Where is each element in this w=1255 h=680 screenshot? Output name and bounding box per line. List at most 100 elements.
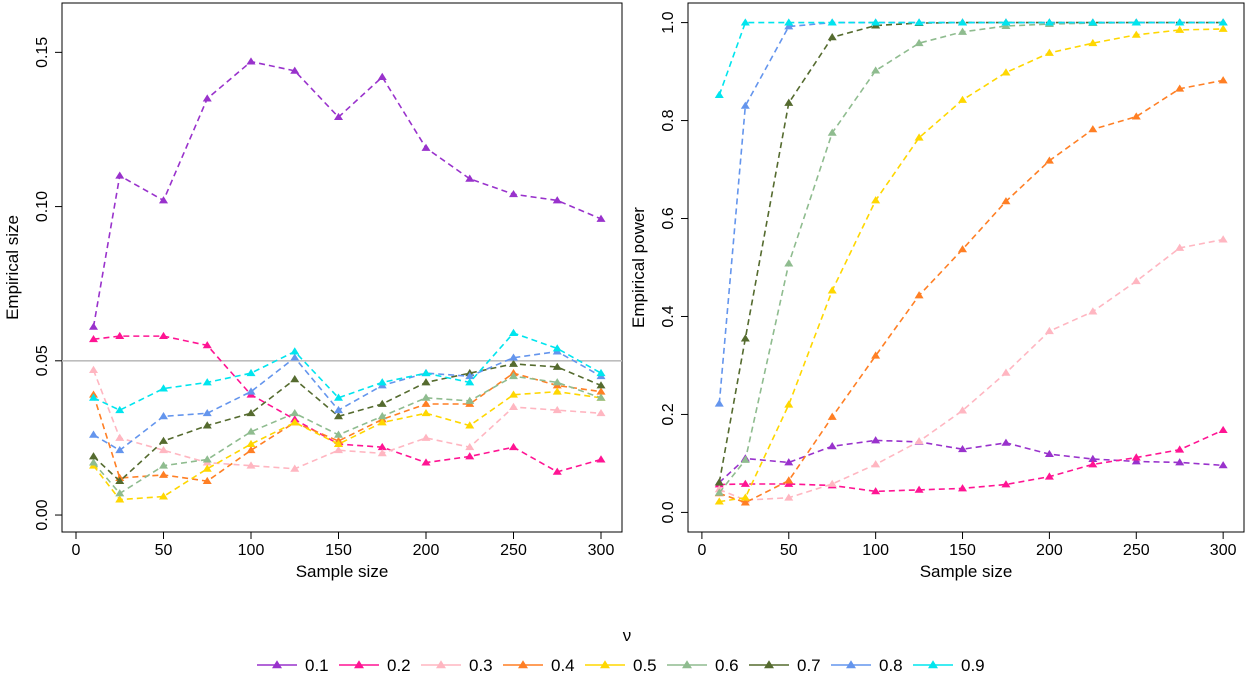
power-data-point — [1001, 197, 1011, 205]
legend-marker-0.9 — [928, 660, 938, 669]
size-data-point — [552, 387, 562, 395]
power-series-line-0.4 — [719, 79, 1224, 504]
power-data-point — [871, 18, 881, 26]
legend-label-0.4: 0.4 — [551, 656, 575, 675]
power-data-point — [1044, 48, 1054, 56]
power-data-point — [914, 291, 924, 299]
power-data-point — [871, 66, 881, 74]
size-data-point — [596, 393, 606, 401]
legend-marker-0.5 — [600, 660, 610, 669]
empirical-size-chart: 0 50 100 150 200 250 300 0.00 0.05 0.10 0.15 Sample… — [3, 2, 623, 581]
size-x-tick-label: 150 — [325, 542, 352, 559]
size-data-point — [509, 390, 518, 398]
size-data-point — [377, 378, 387, 386]
power-data-point — [1088, 307, 1098, 315]
size-data-point — [202, 421, 212, 429]
size-data-point — [509, 359, 518, 367]
power-data-point — [1044, 18, 1054, 26]
size-data-point — [334, 439, 343, 448]
power-x-tick-label: 50 — [780, 542, 798, 559]
size-data-point — [89, 334, 98, 343]
power-data-point — [1131, 18, 1141, 26]
power-data-point — [871, 487, 881, 495]
power-data-point — [958, 484, 968, 492]
size-data-point — [421, 433, 431, 441]
legend-title: ν — [623, 626, 632, 645]
size-data-point — [115, 331, 125, 340]
size-y-tick-label: 0.05 — [34, 345, 51, 376]
size-data-point — [509, 442, 518, 451]
power-data-point — [714, 497, 724, 505]
power-data-point — [871, 351, 881, 359]
legend-label-0.5: 0.5 — [633, 656, 657, 675]
size-data-point — [421, 378, 431, 386]
size-data-point — [552, 362, 562, 370]
size-data-point — [89, 458, 98, 466]
size-data-point — [509, 189, 518, 198]
power-y-axis-label: Empirical power — [629, 207, 648, 328]
size-data-point — [159, 436, 168, 444]
size-data-point — [159, 196, 168, 204]
power-data-point — [1175, 445, 1185, 453]
power-data-point — [784, 476, 794, 484]
power-data-point — [714, 488, 724, 496]
size-data-point — [552, 344, 562, 352]
size-data-point — [465, 442, 475, 451]
size-data-point — [465, 371, 475, 380]
power-series-line-0.6 — [718, 21, 1224, 494]
legend-label-0.8: 0.8 — [879, 656, 903, 675]
size-data-point — [509, 371, 518, 380]
power-x-tick-label: 200 — [1036, 542, 1063, 559]
power-y-tick-label: 1.0 — [660, 11, 677, 33]
power-data-point — [784, 493, 794, 501]
power-y-tick-label: 0.8 — [660, 109, 677, 131]
power-x-tick-label: 0 — [697, 542, 706, 559]
size-data-point — [465, 421, 475, 429]
legend-label-0.3: 0.3 — [469, 656, 493, 675]
power-series-line-0.8 — [718, 21, 1224, 404]
power-data-point — [1218, 18, 1228, 26]
size-data-point — [596, 368, 606, 377]
power-data-point — [1088, 454, 1098, 462]
size-data-point — [115, 445, 125, 454]
size-data-point — [421, 408, 431, 417]
size-data-point — [421, 393, 431, 401]
power-data-point — [871, 460, 881, 468]
power-data-point — [914, 38, 924, 47]
size-data-point — [290, 418, 300, 426]
size-x-tick-label: 50 — [155, 542, 173, 559]
size-data-point — [246, 461, 256, 469]
size-data-point — [377, 418, 387, 426]
size-data-point — [202, 341, 212, 349]
size-series-line-0.8 — [93, 350, 602, 452]
size-series-line-0.9 — [93, 332, 602, 412]
empirical-power-chart: 0 50 100 150 200 250 300 0.0 0.2 0.4 0.6 0.8 1.0 Samp… — [629, 2, 1245, 581]
power-data-point — [740, 101, 750, 109]
power-x-axis-label: Sample size — [920, 562, 1013, 581]
power-x-tick-label: 300 — [1210, 542, 1237, 559]
legend-items: 0.1 0.2 0.3 0.4 0.5 0.6 0.7 0.8 0.9 — [257, 656, 985, 675]
size-data-point — [334, 112, 343, 121]
size-data-point — [159, 445, 168, 454]
power-data-point — [1001, 18, 1011, 26]
size-data-point — [290, 66, 300, 74]
power-data-point — [1218, 235, 1228, 243]
size-y-axis-label: Empirical size — [3, 215, 22, 320]
power-data-point — [740, 18, 750, 26]
size-data-point — [334, 430, 343, 438]
size-data-point — [115, 489, 125, 497]
legend-marker-0.6 — [682, 660, 692, 669]
size-data-point — [552, 405, 562, 414]
power-data-point — [1044, 326, 1054, 335]
power-data-point — [871, 436, 881, 444]
size-data-point — [334, 393, 343, 401]
size-data-point — [377, 72, 387, 80]
legend-marker-0.8 — [846, 660, 856, 669]
size-data-point — [509, 353, 518, 361]
size-y-tick-label: 0.15 — [34, 37, 51, 68]
size-data-point — [159, 384, 168, 392]
size-data-point — [290, 347, 300, 355]
size-data-point — [159, 461, 168, 469]
power-data-point — [958, 406, 968, 414]
